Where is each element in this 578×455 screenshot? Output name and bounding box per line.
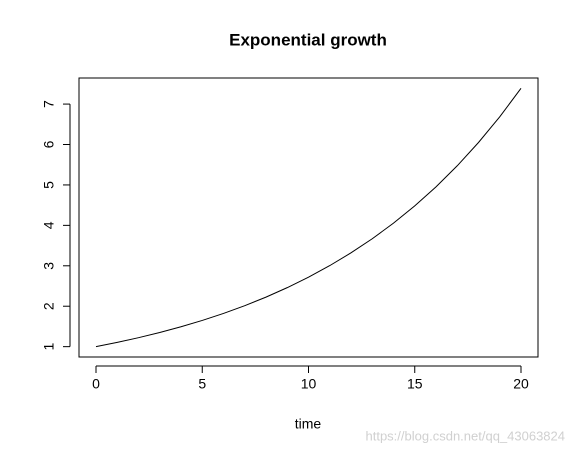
y-tick-label: 6 [41, 140, 57, 148]
chart-title: Exponential growth [229, 30, 387, 49]
y-tick-label: 3 [41, 262, 57, 270]
y-tick-label: 5 [41, 181, 57, 189]
x-tick-label: 0 [92, 376, 100, 392]
x-tick-label: 15 [407, 376, 423, 392]
x-tick-label: 5 [198, 376, 206, 392]
watermark: https://blog.csdn.net/qq_43063824 [366, 428, 566, 443]
y-tick-label: 4 [41, 221, 57, 229]
data-line [95, 88, 522, 348]
x-axis-label: time [295, 416, 322, 432]
plot-box [78, 77, 539, 358]
x-tick-label: 20 [513, 376, 529, 392]
y-tick-label: 7 [41, 100, 57, 108]
y-tick-label: 1 [41, 343, 57, 351]
x-tick-label: 10 [301, 376, 317, 392]
y-tick-label: 2 [41, 302, 57, 310]
